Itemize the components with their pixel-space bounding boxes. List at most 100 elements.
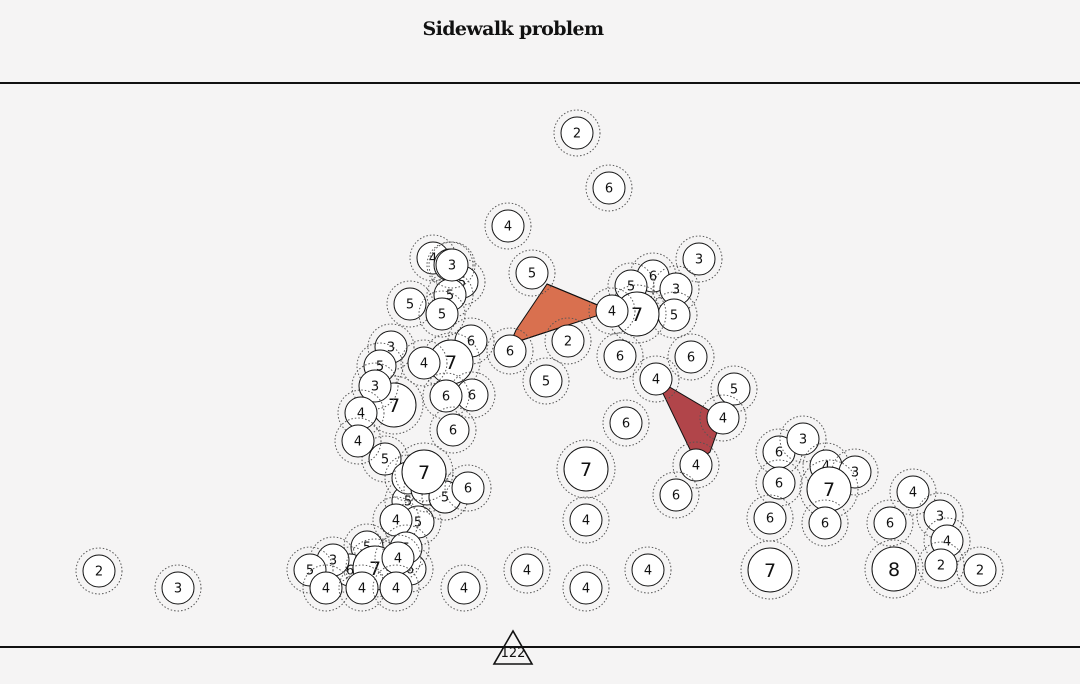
node-value: 2 <box>95 565 103 580</box>
node-circle <box>639 362 673 396</box>
node-circle <box>393 287 427 321</box>
node-2[interactable]: 4 <box>484 202 532 250</box>
node-41[interactable]: 4 <box>672 441 720 489</box>
node-circle <box>674 340 708 374</box>
node-64[interactable]: 4 <box>440 564 488 612</box>
node-halo <box>652 471 700 519</box>
node-circle <box>924 548 958 582</box>
node-60[interactable]: 4 <box>562 496 610 544</box>
node-circle <box>603 339 637 373</box>
node-57[interactable]: 6 <box>444 464 492 512</box>
node-3[interactable]: 3 <box>675 235 723 283</box>
node-59[interactable]: 7 <box>394 442 454 502</box>
node-19[interactable]: 4 <box>588 287 636 335</box>
node-halo <box>508 249 556 297</box>
node-18[interactable]: 7 <box>421 332 481 392</box>
node-20[interactable]: 2 <box>544 317 592 365</box>
node-25[interactable]: 4 <box>400 339 448 387</box>
node-33[interactable]: 3 <box>428 241 476 289</box>
red-shape[interactable] <box>654 377 723 463</box>
node-value: 4 <box>909 486 917 501</box>
node-halo <box>429 406 477 454</box>
node-halo <box>562 496 610 544</box>
node-halo <box>440 564 488 612</box>
node-circle <box>679 448 713 482</box>
node-79[interactable]: 6 <box>866 499 914 547</box>
node-halo <box>486 327 534 375</box>
node-circle <box>786 422 820 456</box>
node-22[interactable]: 6 <box>667 333 715 381</box>
node-circle <box>595 294 629 328</box>
node-circle <box>706 401 740 435</box>
node-40[interactable]: 4 <box>699 394 747 442</box>
node-75[interactable]: 6 <box>801 499 849 547</box>
node-halo <box>562 564 610 612</box>
node-circle <box>963 553 997 587</box>
node-value: 7 <box>388 395 400 417</box>
node-66[interactable]: 4 <box>562 564 610 612</box>
node-82[interactable]: 2 <box>917 541 965 589</box>
node-67[interactable]: 7 <box>740 540 800 600</box>
node-halo <box>607 284 667 344</box>
node-value: 5 <box>528 267 536 282</box>
node-58[interactable]: 6 <box>652 471 700 519</box>
node-value: 6 <box>346 564 354 579</box>
node-value: 5 <box>404 495 412 510</box>
node-value: 4 <box>357 407 365 422</box>
node-9[interactable]: 5 <box>418 290 466 338</box>
node-circle <box>873 506 907 540</box>
node-value: 7 <box>418 462 430 484</box>
node-halo <box>602 399 650 447</box>
node-1[interactable]: 6 <box>585 164 633 212</box>
node-36[interactable]: 6 <box>602 399 650 447</box>
node-halo <box>484 202 532 250</box>
node-circle <box>747 547 793 593</box>
node-32[interactable]: 5 <box>522 357 570 405</box>
node-halo <box>428 241 476 289</box>
node-circle <box>401 449 447 495</box>
node-value: 5 <box>306 564 314 579</box>
node-70[interactable]: 3 <box>779 415 827 463</box>
page-title: Sidewalk problem <box>422 18 604 40</box>
node-83[interactable]: 2 <box>956 546 1004 594</box>
node-halo <box>503 546 551 594</box>
node-39[interactable]: 4 <box>334 417 382 465</box>
node-halo <box>448 371 496 419</box>
node-34[interactable]: 6 <box>429 406 477 454</box>
node-49[interactable]: 4 <box>372 496 420 544</box>
node-value: 4 <box>392 514 400 529</box>
node-68[interactable]: 4 <box>624 546 672 594</box>
node-71[interactable]: 6 <box>755 459 803 507</box>
node-halo <box>956 546 1004 594</box>
node-8[interactable]: 5 <box>386 280 434 328</box>
node-halo <box>650 291 698 339</box>
node-halo <box>672 441 720 489</box>
node-77[interactable]: 4 <box>889 468 937 516</box>
node-value: 2 <box>573 127 581 142</box>
node-35[interactable]: 7 <box>556 439 616 499</box>
node-10[interactable]: 5 <box>508 249 556 297</box>
node-halo <box>553 109 601 157</box>
node-value: 6 <box>449 424 457 439</box>
node-23[interactable]: 6 <box>486 327 534 375</box>
node-circle <box>447 571 481 605</box>
node-circle <box>659 478 693 512</box>
node-84[interactable]: 2 <box>75 547 123 595</box>
node-value: 3 <box>329 554 337 569</box>
node-halo <box>444 464 492 512</box>
node-85[interactable]: 3 <box>154 564 202 612</box>
node-value: 3 <box>371 380 379 395</box>
node-21[interactable]: 6 <box>596 332 644 380</box>
node-63[interactable]: 4 <box>372 564 420 612</box>
node-value: 6 <box>468 389 476 404</box>
node-0[interactable]: 2 <box>553 109 601 157</box>
node-31[interactable]: 4 <box>632 355 680 403</box>
node-76[interactable]: 6 <box>746 494 794 542</box>
node-value: 5 <box>730 383 738 398</box>
marker-triangle[interactable]: 122 <box>492 629 534 665</box>
node-value: 3 <box>174 582 182 597</box>
node-65[interactable]: 4 <box>503 546 551 594</box>
node-value: 5 <box>376 360 384 375</box>
node-81[interactable]: 8 <box>864 539 924 599</box>
